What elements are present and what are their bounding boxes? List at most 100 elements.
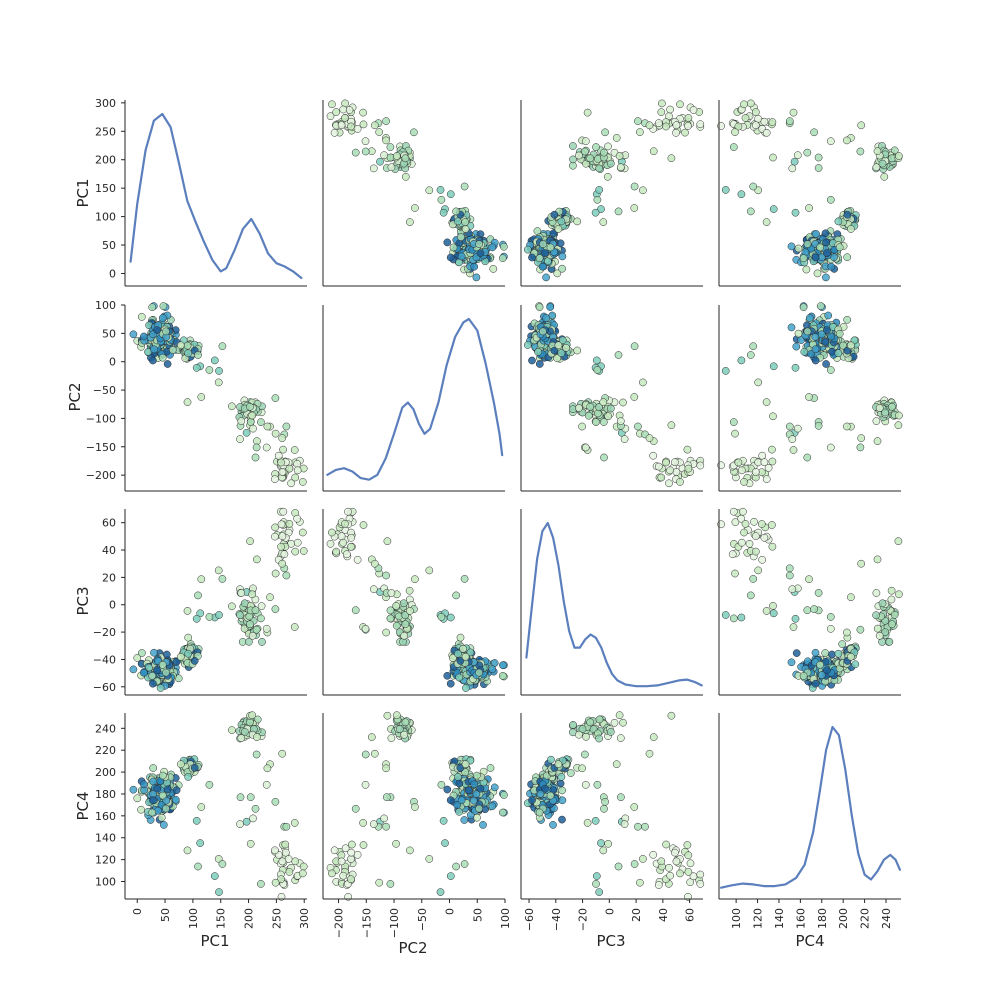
- scatter-point: [341, 844, 350, 853]
- scatter-point: [380, 151, 388, 160]
- scatter-point: [359, 521, 368, 529]
- y-tick-label-pc3: −40: [93, 653, 116, 666]
- scatter-point: [749, 575, 758, 583]
- scatter-point: [460, 860, 469, 868]
- scatter-point: [411, 803, 419, 811]
- scatter-point: [875, 404, 884, 412]
- y-tick-label-pc1: 250: [95, 125, 116, 138]
- scatter-point: [291, 547, 300, 556]
- scatter-point: [595, 186, 604, 194]
- scatter-point: [762, 475, 771, 483]
- scatter-point: [454, 773, 462, 781]
- scatter-point: [400, 631, 409, 640]
- scatter-point: [472, 790, 481, 798]
- scatter-point: [382, 628, 390, 637]
- scatter-point: [452, 207, 460, 216]
- scatter-point: [750, 517, 758, 526]
- scatter-point: [215, 888, 223, 896]
- scatter-point: [557, 217, 566, 226]
- scatter-point: [762, 607, 771, 615]
- scatter-point: [634, 117, 642, 125]
- scatter-point: [287, 479, 295, 488]
- scatter-point: [584, 411, 593, 420]
- scatter-point: [399, 599, 408, 608]
- scatter-point: [880, 172, 889, 181]
- x-tick-label-pc4: 220: [859, 908, 872, 929]
- scatter-point: [751, 108, 760, 116]
- scatter-point: [392, 711, 401, 720]
- scatter-point: [392, 621, 401, 630]
- scatter-point: [575, 730, 583, 739]
- scatter-point: [657, 857, 666, 866]
- scatter-point: [592, 880, 600, 888]
- scatter-point: [332, 547, 341, 556]
- scatter-point: [814, 153, 823, 162]
- x-tick-label-pc3: 0: [603, 908, 616, 915]
- scatter-point: [814, 164, 823, 172]
- scatter-point: [194, 862, 202, 871]
- scatter-point: [370, 559, 379, 568]
- scatter-point: [347, 122, 355, 131]
- scatter-point: [361, 137, 370, 146]
- scatter-point: [667, 711, 676, 720]
- scatter-point: [834, 349, 843, 358]
- scatter-point: [826, 624, 835, 633]
- scatter-point: [847, 341, 855, 350]
- scatter-point: [595, 888, 604, 896]
- scatter-point: [558, 815, 566, 824]
- x-tick-label-pc2: −50: [416, 908, 429, 931]
- scatter-point: [534, 348, 542, 356]
- scatter-point: [792, 342, 801, 351]
- scatter-point: [721, 367, 730, 375]
- scatter-point: [470, 780, 479, 789]
- scatter-point: [741, 520, 750, 528]
- scatter-point: [353, 850, 362, 859]
- scatter-point: [461, 225, 470, 233]
- scatter-point: [788, 164, 797, 173]
- scatter-point: [662, 122, 670, 131]
- scatter-point: [236, 435, 244, 443]
- scatter-point: [466, 648, 475, 657]
- y-axis-label-pc3: PC3: [74, 586, 92, 615]
- scatter-point: [299, 547, 308, 555]
- scatter-point: [133, 794, 142, 803]
- scatter-point: [758, 451, 767, 460]
- scatter-point: [184, 349, 193, 358]
- scatter-point: [153, 666, 162, 675]
- scatter-point: [446, 796, 455, 805]
- scatter-point: [252, 750, 261, 759]
- scatter-point: [595, 164, 603, 173]
- scatter-point: [810, 128, 818, 137]
- scatter-point: [190, 763, 199, 772]
- scatter-point: [827, 332, 836, 341]
- scatter-point: [271, 532, 279, 541]
- scatter-point: [600, 804, 608, 813]
- scatter-point: [597, 205, 605, 213]
- scatter-point: [672, 857, 681, 866]
- scatter-point: [337, 532, 346, 541]
- scatter-point: [425, 566, 434, 575]
- scatter-point: [599, 218, 608, 226]
- scatter-point: [158, 353, 167, 362]
- scatter-point: [257, 880, 265, 888]
- scatter-point: [278, 749, 287, 758]
- scatter-point: [460, 182, 469, 191]
- kde-line-pc4: [720, 725, 901, 889]
- scatter-point: [293, 514, 302, 523]
- scatter-point: [843, 210, 852, 219]
- scatter-point: [472, 273, 481, 282]
- scatter-point: [291, 473, 300, 482]
- scatter-point: [218, 860, 227, 868]
- scatter-point: [528, 356, 536, 365]
- scatter-point: [411, 575, 419, 584]
- scatter-point: [411, 204, 419, 212]
- y-tick-label-pc1: 100: [95, 211, 116, 224]
- scatter-point: [599, 846, 608, 855]
- scatter-point: [437, 195, 446, 204]
- scatter-point: [446, 679, 455, 688]
- scatter-point: [280, 550, 289, 559]
- scatter-point: [595, 715, 604, 724]
- panel-pc2-vs-pc3: [520, 302, 705, 492]
- scatter-point: [894, 537, 903, 546]
- y-tick-label-pc4: 180: [95, 788, 116, 801]
